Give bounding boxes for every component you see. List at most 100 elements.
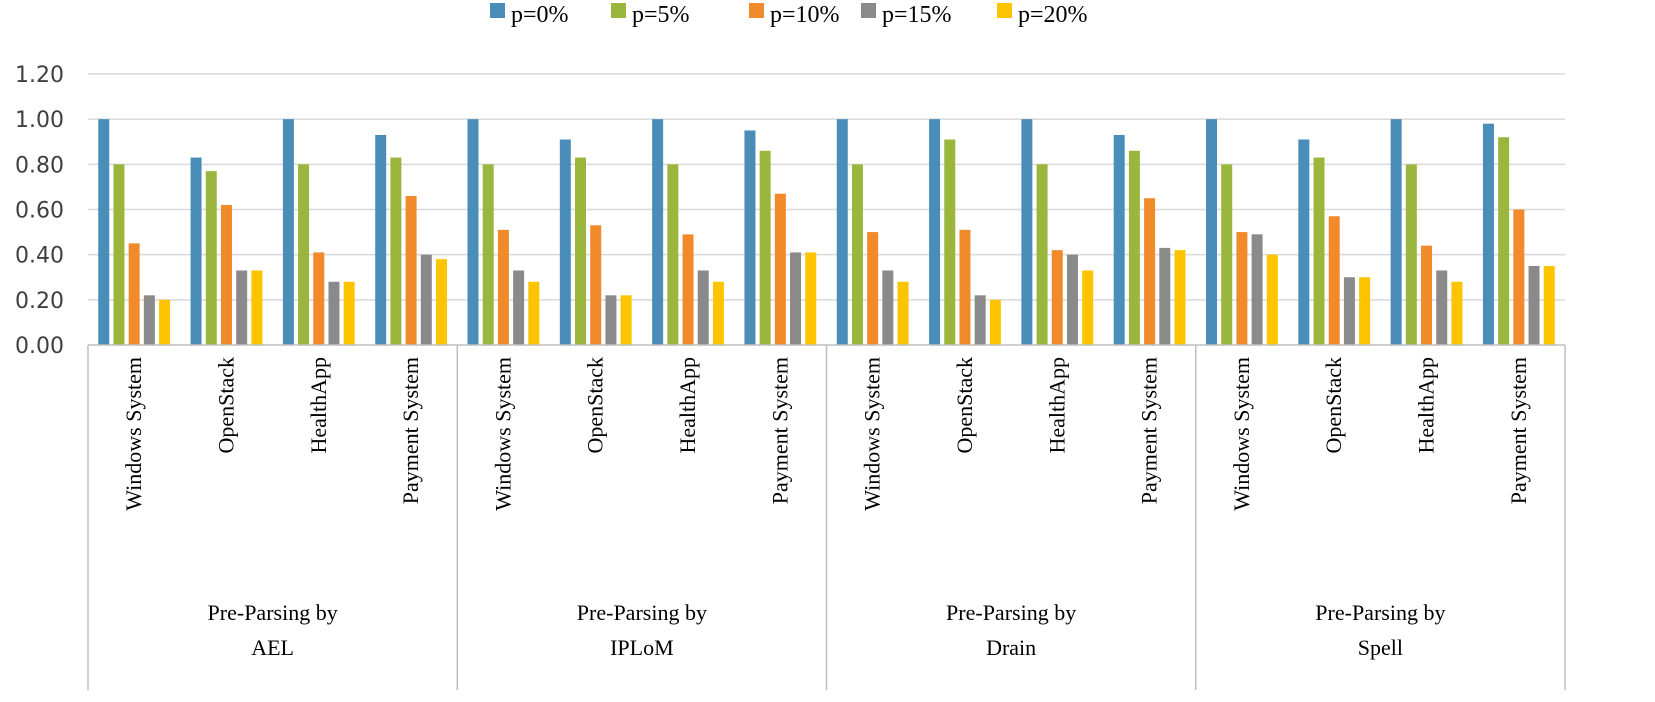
- bar: [282, 119, 294, 346]
- category-label: HealthApp: [1044, 357, 1069, 454]
- category-label: OpenStack: [952, 357, 977, 454]
- category-label: HealthApp: [1414, 357, 1439, 454]
- bar: [1313, 157, 1325, 345]
- bar: [1082, 270, 1094, 345]
- category-label: Payment System: [767, 357, 792, 504]
- bar: [1390, 119, 1402, 346]
- bar: [620, 295, 632, 345]
- bar: [712, 281, 724, 345]
- bar: [1128, 150, 1140, 345]
- bar: [343, 281, 355, 345]
- bar: [1159, 247, 1171, 345]
- legend-label: p=15%: [882, 2, 952, 28]
- bar: [159, 299, 171, 345]
- bar: [929, 119, 941, 346]
- bar: [1343, 277, 1355, 345]
- bar: [590, 225, 602, 345]
- category-labels: Windows System OpenStack HealthApp Payment …: [121, 357, 1531, 511]
- chart-legend: p=0% p=5% p=10% p=15% p=20%: [490, 2, 1088, 28]
- legend-swatch: [490, 3, 505, 18]
- legend-swatch: [611, 3, 626, 18]
- legend-label: p=10%: [770, 2, 840, 28]
- bar: [1328, 216, 1340, 345]
- group-label: Pre-Parsing by: [208, 600, 338, 625]
- legend-swatch: [749, 3, 764, 18]
- bar: [1174, 250, 1186, 345]
- bar: [1066, 254, 1078, 345]
- category-label: OpenStack: [213, 357, 238, 454]
- bar: [1405, 164, 1417, 345]
- bar: [1298, 139, 1310, 345]
- bars: [98, 119, 1555, 346]
- group-label: Pre-Parsing by: [1315, 600, 1445, 625]
- bar: [313, 252, 325, 345]
- grid-lines: [88, 73, 1565, 301]
- bar: [882, 270, 894, 345]
- bar: [497, 229, 509, 345]
- bar: [1436, 270, 1448, 345]
- bar: [1051, 250, 1063, 345]
- category-label: Windows System: [1229, 357, 1254, 511]
- bar: [513, 270, 525, 345]
- bar: [790, 252, 802, 345]
- group-label: Drain: [986, 635, 1036, 660]
- y-tick-label: 0.40: [15, 244, 64, 269]
- bar: [697, 270, 709, 345]
- bar: [1513, 209, 1525, 345]
- bar: [236, 270, 248, 345]
- y-axis-ticks: 0.00 0.20 0.40 0.60 0.80 1.00 1.20: [15, 63, 64, 359]
- bar: [805, 252, 817, 345]
- bar: [98, 119, 110, 346]
- bar: [375, 134, 387, 345]
- bar: [974, 295, 986, 345]
- category-label: HealthApp: [675, 357, 700, 454]
- bar: [836, 119, 848, 346]
- bar: [575, 157, 587, 345]
- category-label: HealthApp: [306, 357, 331, 454]
- category-axis: [87, 344, 1566, 690]
- bar: [1206, 119, 1218, 346]
- bar: [1236, 232, 1248, 345]
- group-label: Pre-Parsing by: [577, 600, 707, 625]
- bar: [420, 254, 432, 345]
- bar: [1543, 265, 1555, 345]
- bar: [435, 259, 447, 345]
- bar: [682, 234, 694, 345]
- category-label: Windows System: [860, 357, 885, 511]
- bar: [113, 164, 125, 345]
- bar: [897, 281, 909, 345]
- bar: [220, 204, 232, 345]
- bar: [1251, 234, 1263, 345]
- category-label: Windows System: [490, 357, 515, 511]
- category-label: Payment System: [1137, 357, 1162, 504]
- bar: [1113, 134, 1125, 345]
- bar: [143, 295, 155, 345]
- bar: [605, 295, 617, 345]
- bar: [851, 164, 863, 345]
- bar: [467, 119, 479, 346]
- bar: [652, 119, 664, 346]
- bar: [667, 164, 679, 345]
- bar: [128, 243, 140, 345]
- bar: [328, 281, 340, 345]
- legend-label: p=5%: [632, 2, 690, 28]
- bar: [1266, 254, 1278, 345]
- bar: [1359, 277, 1371, 345]
- group-label: IPLoM: [610, 635, 674, 660]
- bar: [1421, 245, 1433, 345]
- bar: [390, 157, 402, 345]
- y-tick-label: 0.00: [15, 334, 64, 359]
- bar: [1451, 281, 1463, 345]
- bar: [744, 130, 756, 345]
- legend-swatch: [997, 3, 1012, 18]
- bar: [1482, 123, 1494, 345]
- bar: [1498, 137, 1510, 345]
- bar: [528, 281, 540, 345]
- bar: [559, 139, 571, 345]
- bar: [944, 139, 956, 345]
- group-label: Spell: [1358, 635, 1403, 660]
- bar: [190, 157, 202, 345]
- bar: [989, 299, 1001, 345]
- group-label: AEL: [251, 635, 294, 660]
